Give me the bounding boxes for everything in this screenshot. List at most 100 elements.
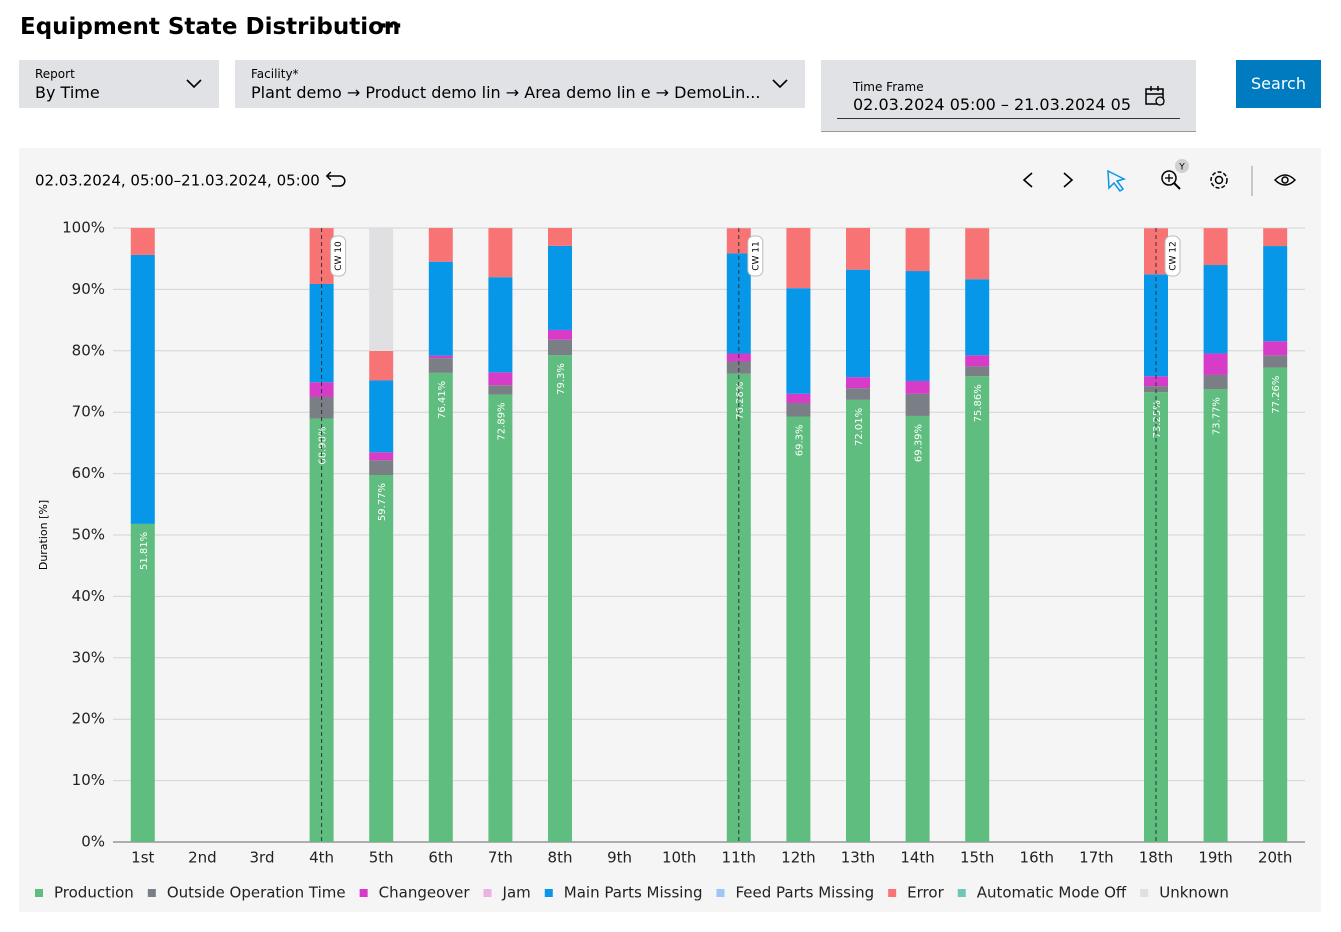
legend-label: Unknown — [1159, 884, 1229, 902]
more-icon[interactable]: ⋯ — [380, 14, 402, 39]
bar-segment — [846, 388, 870, 400]
x-tick-label: 17th — [1079, 849, 1113, 867]
y-tick-label: 50% — [72, 526, 105, 544]
y-tick-label: 80% — [72, 341, 105, 359]
facility-select[interactable]: Facility* Plant demo → Product demo lin … — [235, 60, 805, 108]
x-tick-label: 19th — [1198, 849, 1232, 867]
data-label: 79.3% — [556, 363, 567, 395]
search-button[interactable]: Search — [1236, 60, 1321, 108]
bar-segment — [1203, 228, 1228, 266]
bar-segment — [905, 228, 930, 272]
bar-segment — [130, 227, 155, 255]
legend-label: Changeover — [379, 884, 471, 902]
y-tick-label: 60% — [72, 464, 105, 482]
svg-text:Y: Y — [1178, 163, 1185, 173]
x-tick-label: 7th — [488, 849, 513, 867]
reset-icon[interactable] — [325, 171, 346, 187]
chart-panel: 02.03.2024, 05:00–21.03.2024, 05:00 Y Du… — [19, 148, 1321, 912]
x-tick-label: 5th — [369, 849, 394, 867]
prev-icon[interactable] — [1022, 172, 1033, 188]
x-tick-label: 3rd — [250, 849, 275, 867]
bar-segment — [846, 227, 870, 270]
x-tick-label: 4th — [309, 849, 334, 867]
data-label: 75.86% — [973, 384, 984, 422]
underline — [837, 118, 1180, 119]
x-tick-label: 12th — [781, 849, 815, 867]
week-label: CW 12 — [1169, 241, 1179, 271]
bar-segment — [905, 380, 930, 394]
bar-segment — [786, 393, 811, 403]
visibility-icon[interactable] — [1273, 174, 1297, 186]
data-label: 51.81% — [139, 532, 150, 570]
legend-label: Outside Operation Time — [167, 884, 346, 902]
bar-segment — [905, 271, 930, 381]
data-label: 59.77% — [377, 483, 388, 521]
y-tick-label: 0% — [81, 833, 105, 851]
bar-segment — [369, 350, 394, 381]
bar-segment — [905, 393, 930, 416]
x-tick-label: 13th — [841, 849, 875, 867]
bar-segment — [1203, 265, 1228, 354]
week-badge — [747, 235, 764, 277]
legend-swatch — [888, 889, 897, 897]
bar-segment — [488, 394, 513, 842]
bar-segment — [1144, 376, 1168, 387]
x-tick-label: 6th — [428, 849, 453, 867]
legend-label: Production — [54, 884, 134, 902]
data-label: 76.26% — [735, 382, 746, 420]
x-tick-label: 11th — [722, 849, 756, 867]
bar-segment — [428, 355, 453, 359]
select-icon[interactable] — [1107, 169, 1127, 193]
report-select[interactable]: Report By Time — [19, 60, 219, 108]
bar-segment — [369, 452, 394, 461]
chevron — [186, 79, 202, 89]
legend-label: Feed Parts Missing — [735, 884, 874, 902]
bar-segment — [369, 228, 394, 351]
report-label: Report — [35, 67, 75, 81]
next-icon[interactable] — [1063, 172, 1074, 188]
bar-segment — [548, 339, 572, 356]
bar-segment — [846, 269, 870, 378]
bar-segment — [548, 329, 572, 340]
bar-segment — [965, 355, 990, 367]
zoom-y-icon[interactable]: Y — [1161, 159, 1189, 190]
time-frame-label: Time Frame — [853, 80, 924, 94]
data-label: 72.01% — [854, 408, 865, 446]
bar-segment — [965, 228, 990, 280]
legend-swatch — [1140, 889, 1149, 897]
x-tick-label: 15th — [960, 849, 994, 867]
bar-segment — [369, 380, 394, 453]
data-label: 76.41% — [437, 381, 448, 419]
facility-value: Plant demo → Product demo lin → Area dem… — [251, 83, 761, 102]
legend-swatch — [544, 889, 553, 897]
time-frame-input[interactable]: Time Frame 02.03.2024 05:00 – 21.03.2024… — [821, 60, 1196, 132]
chevron — [772, 79, 788, 89]
legend-swatch — [716, 889, 725, 897]
bar-segment — [905, 415, 930, 842]
bar-segment — [846, 377, 870, 389]
x-tick-label: 10th — [662, 849, 696, 867]
y-tick-label: 30% — [72, 648, 105, 666]
bar-segment — [1203, 353, 1228, 375]
y-tick-label: 70% — [72, 403, 105, 421]
report-value: By Time — [35, 83, 100, 102]
bar-segment — [548, 228, 572, 246]
bar-segment — [488, 228, 513, 278]
bar-segment — [1263, 355, 1288, 368]
calendar-icon[interactable] — [1143, 84, 1167, 108]
range-label: 02.03.2024, 05:00–21.03.2024, 05:00 — [35, 172, 320, 190]
legend-label: Main Parts Missing — [564, 884, 703, 902]
bar-segment — [786, 288, 811, 394]
bar-segment — [130, 523, 155, 842]
bar-segment — [548, 355, 572, 842]
bar-segment — [369, 475, 394, 842]
y-axis-label: Duration [%] — [37, 500, 50, 570]
settings-icon[interactable] — [1210, 171, 1228, 189]
y-tick-label: 90% — [72, 280, 105, 298]
bar-segment — [488, 372, 513, 386]
y-tick-label: 20% — [72, 710, 105, 728]
data-label: 73.25% — [1152, 400, 1163, 438]
bar-segment — [1144, 274, 1168, 377]
bar-segment — [488, 385, 513, 395]
bar-segment — [428, 227, 453, 262]
